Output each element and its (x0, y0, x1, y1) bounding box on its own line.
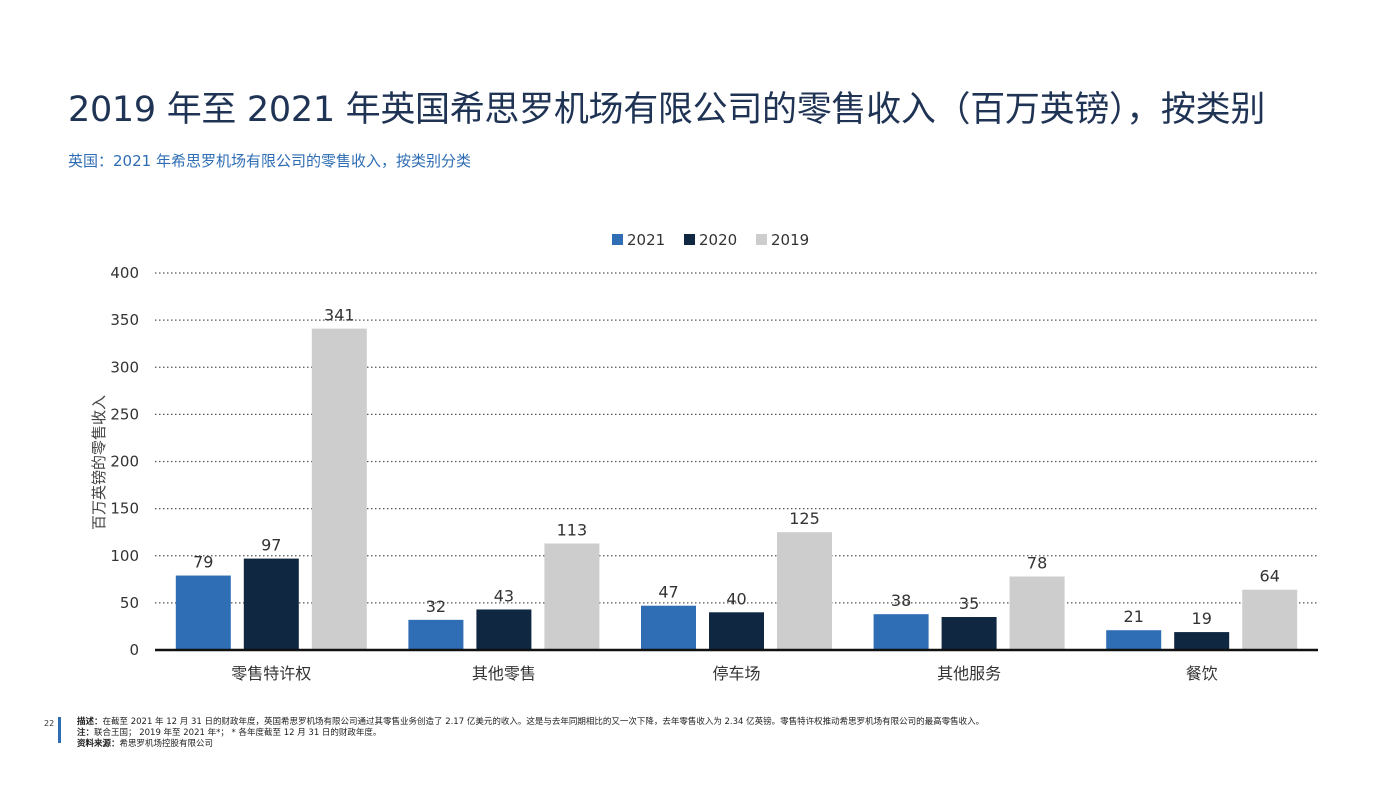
y-axis-label: 百万英镑的零售收入 (90, 395, 108, 530)
data-label: 113 (557, 520, 588, 539)
y-tick-label: 0 (129, 641, 139, 659)
legend-swatch-2020 (684, 234, 695, 245)
bar-2021 (641, 605, 696, 650)
y-tick-label: 200 (110, 453, 139, 471)
source-text: 希思罗机场控股有限公司 (119, 739, 214, 749)
data-label: 64 (1260, 567, 1280, 586)
bar-2019 (544, 543, 600, 650)
bar-2020 (1174, 632, 1230, 650)
page-subtitle: 英国：2021 年希思罗机场有限公司的零售收入，按类别分类 (68, 152, 471, 170)
y-tick-label: 50 (120, 594, 139, 612)
data-label: 78 (1027, 553, 1047, 572)
y-tick-label: 300 (110, 358, 139, 376)
description-note: 描述：在截至 2021 年 12 月 31 日的财政年度，英国希思罗机场有限公司… (77, 717, 1357, 728)
note-text: 联合王国； 2019 年至 2021 年*； * 各年度截至 12 月 31 日… (94, 728, 382, 738)
bar-2021 (873, 614, 929, 650)
data-label: 47 (658, 583, 678, 602)
legend-swatch-2021 (612, 234, 623, 245)
y-tick-label: 250 (110, 405, 139, 423)
y-tick-label: 100 (110, 547, 139, 565)
x-category-label: 餐饮 (1186, 664, 1218, 683)
bar-2019 (311, 328, 367, 650)
data-label: 79 (193, 553, 213, 572)
y-tick-label: 350 (110, 311, 139, 329)
bar-2020 (941, 617, 997, 650)
bar-2019 (777, 532, 832, 650)
page-number: 22 (44, 719, 55, 728)
legend-label: 2020 (699, 231, 737, 249)
data-label: 35 (959, 594, 979, 613)
bar-2021 (408, 619, 464, 650)
legend-label: 2019 (771, 231, 809, 249)
page-title: 2019 年至 2021 年英国希思罗机场有限公司的零售收入（百万英镑），按类别 (68, 90, 1266, 130)
footer: 22 描述：在截至 2021 年 12 月 31 日的财政年度，英国希思罗机场有… (44, 716, 1364, 756)
data-label: 32 (426, 597, 446, 616)
description-label: 描述： (77, 717, 103, 727)
x-category-label: 停车场 (712, 664, 760, 683)
x-category-label: 其他服务 (937, 664, 1001, 683)
bar-2020 (476, 609, 532, 650)
legend-swatch-2019 (756, 234, 767, 245)
bar-2020 (243, 558, 299, 650)
x-category-label: 其他零售 (472, 664, 536, 683)
data-label: 341 (324, 306, 355, 325)
footer-accent-bar (58, 717, 61, 743)
footnotes: 描述：在截至 2021 年 12 月 31 日的财政年度，英国希思罗机场有限公司… (77, 717, 1357, 750)
description-text: 在截至 2021 年 12 月 31 日的财政年度，英国希思罗机场有限公司通过其… (102, 717, 985, 727)
bar-2021 (1106, 630, 1162, 650)
bar-2020 (709, 612, 764, 650)
note-label: 注： (77, 728, 95, 738)
data-label: 38 (891, 591, 911, 610)
y-tick-label: 150 (110, 500, 139, 518)
bar-2021 (175, 575, 231, 650)
data-label: 19 (1192, 609, 1212, 628)
bar-2019 (1009, 576, 1065, 650)
data-label: 40 (726, 589, 746, 608)
data-label: 97 (261, 536, 281, 555)
data-label: 125 (789, 509, 820, 528)
y-tick-label: 400 (110, 264, 139, 282)
bar-chart: 0 50 100 150 200 250 300 350 400 百万英镑的零售收入 79 97 341… (90, 231, 1318, 683)
source-label: 资料来源： (77, 739, 120, 749)
x-category-label: 零售特许权 (231, 664, 311, 683)
general-note: 注：联合王国； 2019 年至 2021 年*； * 各年度截至 12 月 31… (77, 728, 1357, 739)
legend-label: 2021 (627, 231, 665, 249)
data-label: 43 (494, 586, 514, 605)
data-label: 21 (1124, 607, 1144, 626)
source-note: 资料来源：希思罗机场控股有限公司 (77, 739, 1357, 750)
bar-2019 (1242, 589, 1298, 650)
